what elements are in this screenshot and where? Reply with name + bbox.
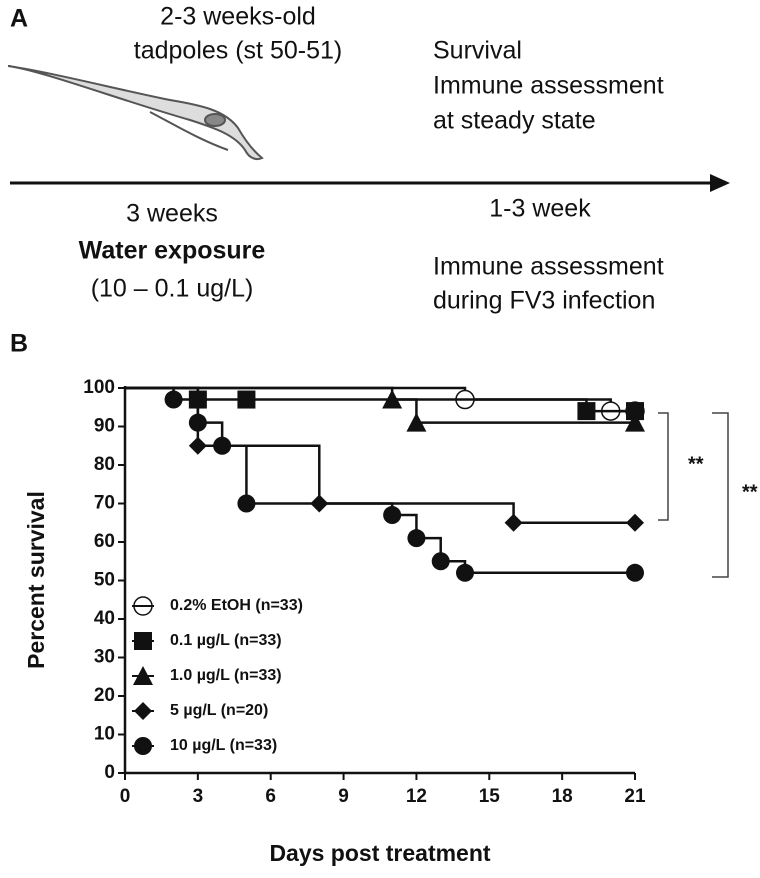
arrow-head <box>710 174 730 192</box>
y-tick-label: 20 <box>94 685 115 706</box>
legend-label: 0.1 µg/L (n=33) <box>170 632 282 649</box>
marker <box>626 402 644 421</box>
followup-duration: 1-3 week <box>489 195 591 223</box>
panel-label: B <box>10 330 28 358</box>
exposure-title: Water exposure <box>79 237 266 265</box>
marker <box>383 506 402 525</box>
exposure-duration: 3 weeks <box>126 200 218 228</box>
y-tick-label: 0 <box>104 762 115 783</box>
infection-line: Immune assessment <box>433 253 664 281</box>
tadpole-illustration <box>7 65 264 160</box>
y-tick-label: 40 <box>94 608 115 629</box>
marker <box>164 390 183 409</box>
legend-label: 1.0 µg/L (n=33) <box>170 667 282 684</box>
marker <box>237 390 256 409</box>
x-tick-label: 18 <box>552 786 573 807</box>
y-tick-label: 100 <box>83 377 115 398</box>
infection-line: during FV3 infection <box>433 287 655 315</box>
x-tick-label: 12 <box>406 786 427 807</box>
marker <box>188 413 207 432</box>
legend-label: 10 µg/L (n=33) <box>170 737 277 754</box>
x-tick-label: 9 <box>338 786 349 807</box>
marker <box>504 513 523 532</box>
marker <box>407 529 426 548</box>
marker <box>625 412 645 432</box>
marker <box>626 513 644 532</box>
y-tick-label: 10 <box>94 724 115 745</box>
legend-label: 0.2% EtOH (n=33) <box>170 597 303 614</box>
y-tick-label: 30 <box>94 647 115 668</box>
marker <box>213 436 232 455</box>
exposure-range: (10 – 0.1 ug/L) <box>91 275 254 303</box>
significance-label: ** <box>688 453 704 475</box>
x-tick-label: 0 <box>120 786 131 807</box>
x-axis-title: Days post treatment <box>269 840 490 866</box>
survival-curve <box>125 386 635 424</box>
marker <box>577 402 596 421</box>
tadpole-age: 2-3 weeks-old <box>160 3 316 31</box>
steady-line: Immune assessment <box>433 72 664 100</box>
x-tick-label: 15 <box>479 786 501 807</box>
y-tick-label: 50 <box>94 570 115 591</box>
y-axis-title: Percent survival <box>23 491 49 669</box>
marker <box>406 412 427 432</box>
tadpole-stage: tadpoles (st 50-51) <box>134 37 342 65</box>
marker <box>431 552 450 571</box>
panel-label: A <box>10 5 28 33</box>
x-tick-label: 3 <box>193 786 204 807</box>
steady-line: at steady state <box>433 107 596 135</box>
y-tick-label: 90 <box>94 416 115 437</box>
x-tick-label: 21 <box>624 786 646 807</box>
legend-label: 5 µg/L (n=20) <box>170 702 268 719</box>
significance-brackets <box>658 412 729 578</box>
marker <box>237 494 256 513</box>
x-tick-label: 6 <box>265 786 276 807</box>
steady-line: Survival <box>433 37 522 65</box>
marker <box>626 563 644 582</box>
significance-label: ** <box>742 481 758 503</box>
y-tick-label: 70 <box>94 493 115 514</box>
y-tick-label: 80 <box>94 454 115 475</box>
marker <box>188 436 207 455</box>
marker <box>382 389 403 409</box>
y-tick-label: 60 <box>94 531 115 552</box>
marker <box>456 563 474 582</box>
